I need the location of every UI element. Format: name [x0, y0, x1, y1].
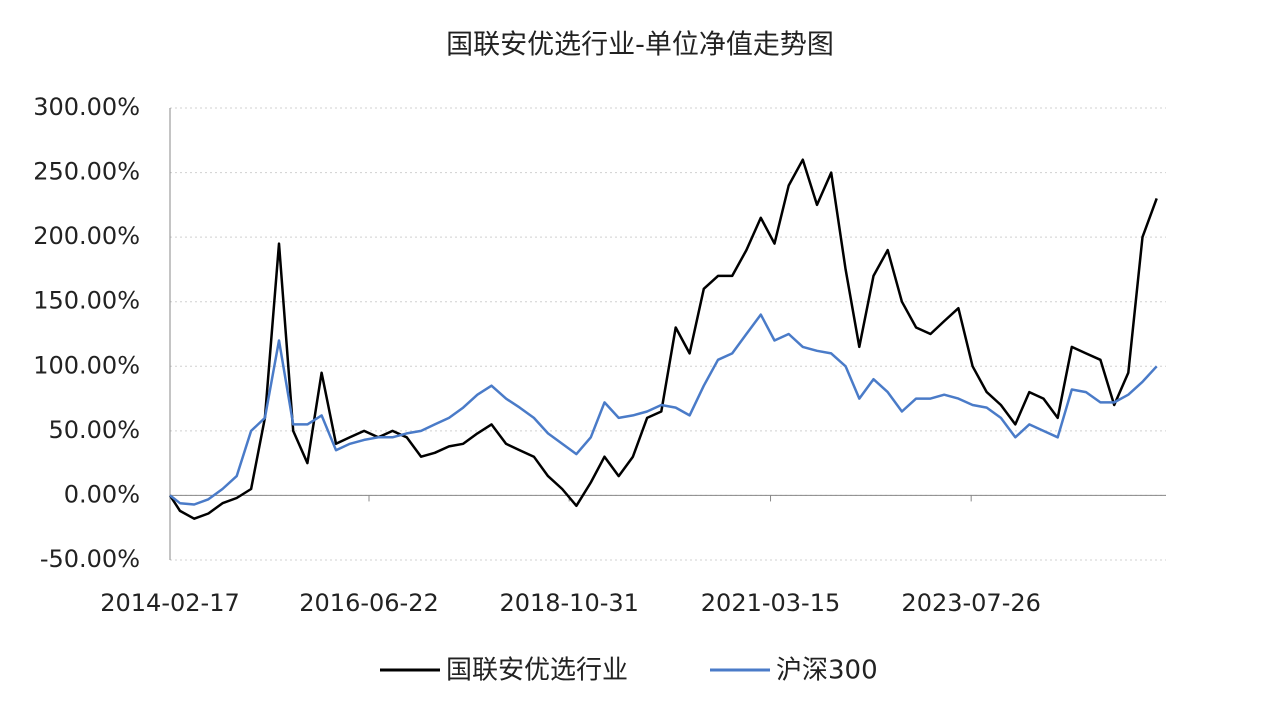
- y-tick-label: 200.00%: [33, 222, 140, 250]
- y-tick-label: 0.00%: [64, 480, 140, 508]
- chart-title: 国联安优选行业-单位净值走势图: [446, 30, 834, 61]
- x-tick-label: 2016-06-22: [299, 589, 438, 617]
- x-tick-label: 2014-02-17: [100, 589, 239, 617]
- y-tick-label: -50.00%: [40, 545, 140, 573]
- x-tick-label: 2023-07-26: [901, 589, 1040, 617]
- legend-label: 沪深300: [776, 656, 878, 686]
- series-line: [168, 158, 1158, 520]
- y-tick-label: 150.00%: [33, 287, 140, 315]
- legend-label: 国联安优选行业: [446, 656, 628, 686]
- y-tick-label: 250.00%: [33, 158, 140, 186]
- x-tick-label: 2021-03-15: [701, 589, 840, 617]
- y-tick-label: 50.00%: [48, 416, 140, 444]
- x-tick-label: 2018-10-31: [499, 589, 638, 617]
- y-tick-label: 100.00%: [33, 351, 140, 379]
- y-tick-label: 300.00%: [33, 93, 140, 121]
- series-line: [169, 313, 1158, 506]
